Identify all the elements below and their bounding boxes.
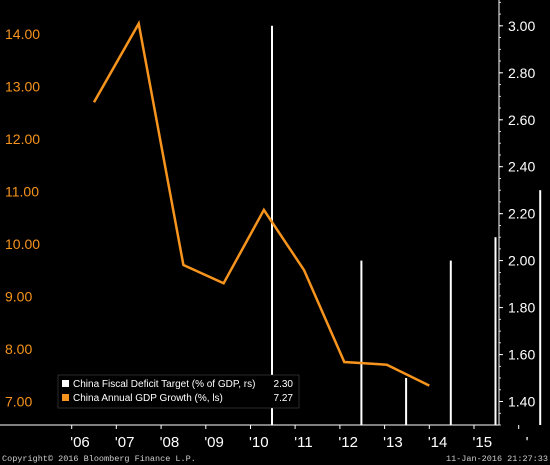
- x-tick-label: '11: [294, 434, 312, 451]
- timestamp-text: 11-Jan-2016 21:27:33: [446, 454, 548, 464]
- deficit-bar: [494, 237, 497, 425]
- x-tick-label: ': [526, 434, 529, 451]
- x-tick-label: '07: [115, 434, 135, 451]
- left-tick-label: 7.00: [5, 393, 32, 409]
- left-tick-label: 10.00: [5, 236, 40, 252]
- left-tick-label: 12.00: [5, 131, 40, 147]
- legend-label-deficit: China Fiscal Deficit Target (% of GDP, r…: [73, 379, 255, 390]
- right-tick-label: 3.00: [508, 18, 535, 34]
- x-tick-label: '06: [70, 434, 90, 451]
- left-tick-label: 13.00: [5, 79, 40, 95]
- right-tick-label: 1.80: [508, 300, 535, 316]
- x-tick-label: '15: [473, 434, 493, 451]
- left-axis-ticks: 14.00 13.00 12.00 11.00 10.00 9.00 8.00 7.00: [5, 26, 40, 409]
- bar-series: [271, 25, 542, 426]
- right-tick-label: 2.00: [508, 253, 535, 269]
- left-tick-label: 9.00: [5, 289, 32, 305]
- legend-value-deficit: 2.30: [274, 379, 294, 390]
- left-tick-label: 8.00: [5, 341, 32, 357]
- right-tick-label: 1.60: [508, 347, 535, 363]
- legend-value-gdp: 7.27: [274, 393, 294, 404]
- x-tick-label: '12: [338, 434, 358, 451]
- right-tick-label: 2.80: [508, 65, 535, 81]
- right-tick-label: 2.20: [508, 206, 535, 222]
- x-tick-label: '14: [428, 434, 448, 451]
- deficit-bar: [405, 378, 408, 425]
- legend-swatch-gdp: [62, 394, 69, 401]
- gdp-growth-line: [92, 20, 430, 387]
- deficit-bar: [360, 260, 363, 425]
- line-series: [92, 20, 430, 387]
- x-tick-label: '09: [204, 434, 224, 451]
- deficit-bar: [539, 190, 542, 425]
- x-tick-label: '08: [160, 434, 180, 451]
- left-tick-label: 11.00: [5, 184, 39, 200]
- x-tick-label: '13: [383, 434, 403, 451]
- copyright-text: Copyright© 2016 Bloomberg Finance L.P.: [2, 454, 196, 464]
- deficit-bar: [271, 25, 273, 426]
- right-tick-label: 1.40: [508, 394, 535, 410]
- x-axis-ticks: '06 '07 '08 '09 '10 '11 '12 '13 '14 '15 ': [70, 425, 529, 451]
- legend-label-gdp: China Annual GDP Growth (%, ls): [73, 393, 223, 404]
- x-tick-label: '10: [249, 434, 269, 451]
- right-tick-label: 2.60: [508, 112, 535, 128]
- left-tick-label: 14.00: [5, 26, 40, 42]
- deficit-bar: [449, 260, 452, 425]
- right-tick-label: 2.40: [508, 159, 535, 175]
- legend-swatch-deficit: [62, 380, 69, 387]
- legend: China Fiscal Deficit Target (% of GDP, r…: [57, 374, 300, 409]
- legend-box: [57, 374, 300, 409]
- right-axis-ticks: 3.00 2.80 2.60 2.40 2.20 2.00 1.80 1.60 1.40: [499, 1, 535, 426]
